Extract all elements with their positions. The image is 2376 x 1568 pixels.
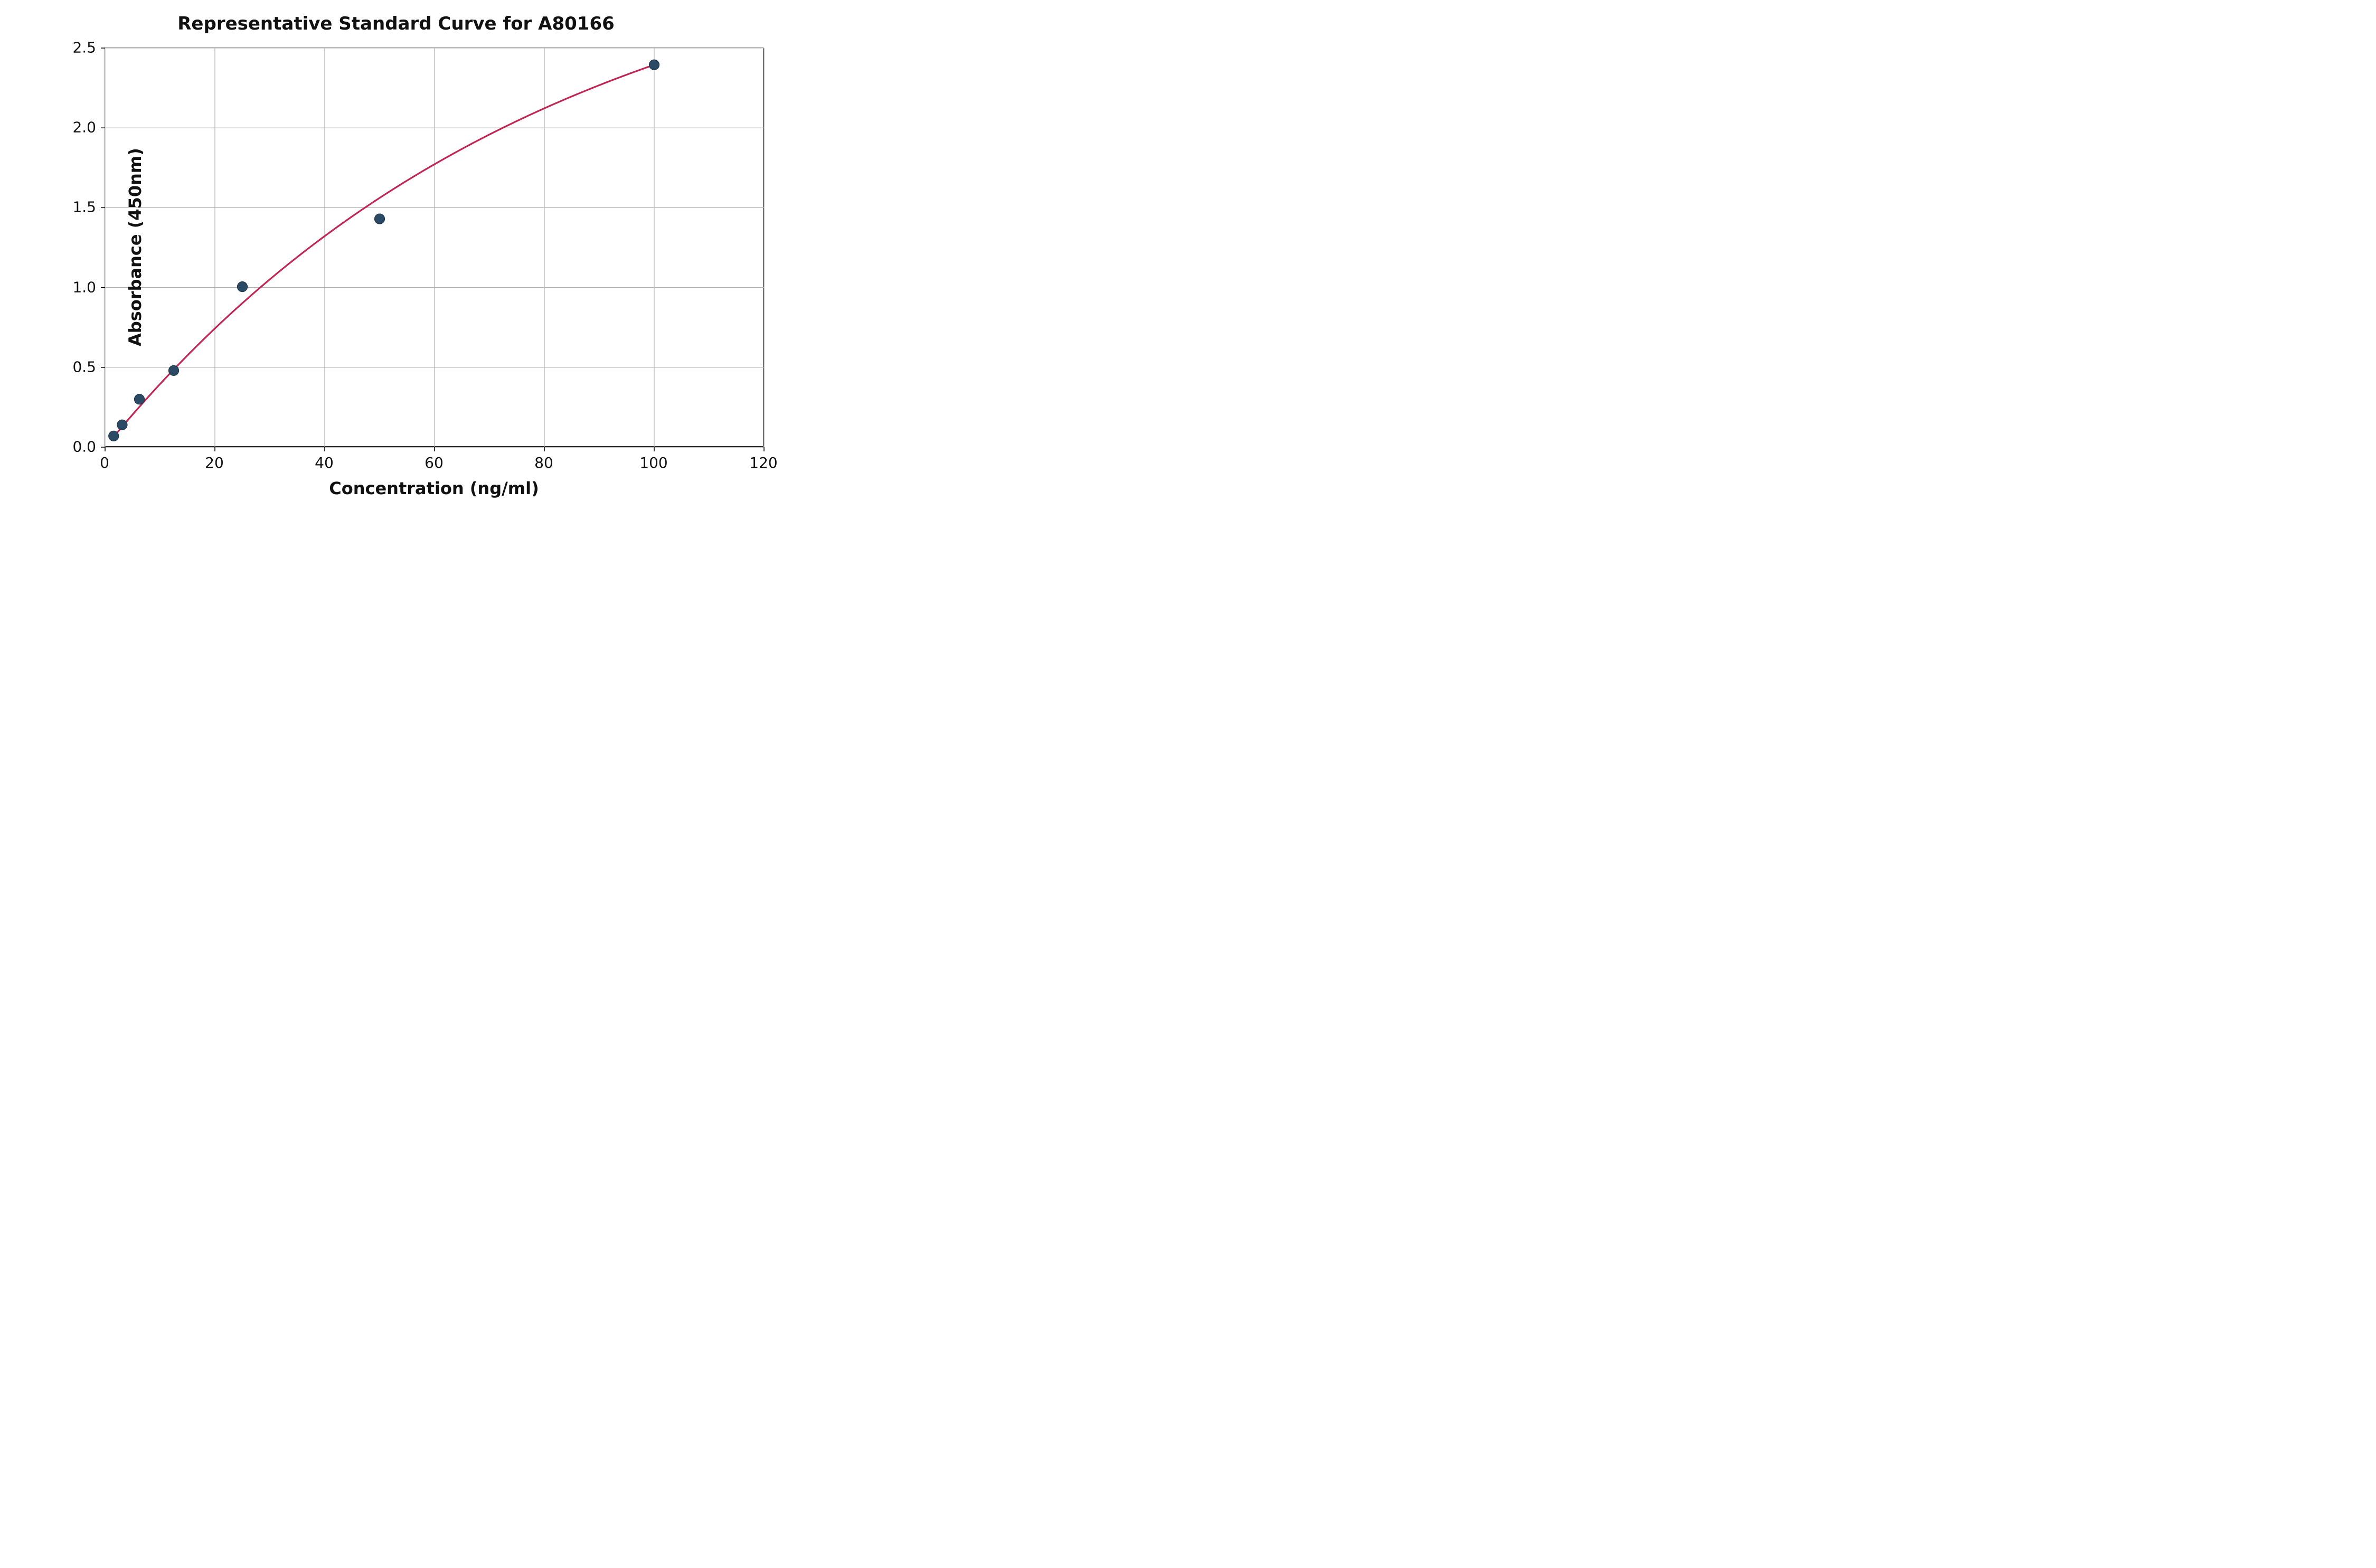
y-tick-label: 2.5 (72, 39, 96, 56)
y-tick-label: 0.0 (72, 438, 96, 456)
x-tick-label: 100 (639, 454, 667, 471)
plot-area (105, 48, 763, 447)
x-tick-label: 120 (749, 454, 777, 471)
y-axis-label: Absorbance (450nm) (125, 148, 145, 346)
x-tick-label: 80 (534, 454, 553, 471)
y-tick-label: 0.5 (72, 358, 96, 375)
y-tick-label: 2.0 (72, 119, 96, 136)
y-tick-label: 1.0 (72, 278, 96, 296)
x-tick-label: 60 (425, 454, 444, 471)
y-tick-label: 1.5 (72, 199, 96, 216)
x-tick-label: 40 (315, 454, 334, 471)
tick-overlay (84, 27, 785, 468)
x-axis-label: Concentration (ng/ml) (329, 478, 539, 498)
x-tick-label: 20 (205, 454, 224, 471)
x-tick-label: 0 (100, 454, 109, 471)
figure: Representative Standard Curve for A80166… (0, 0, 792, 523)
